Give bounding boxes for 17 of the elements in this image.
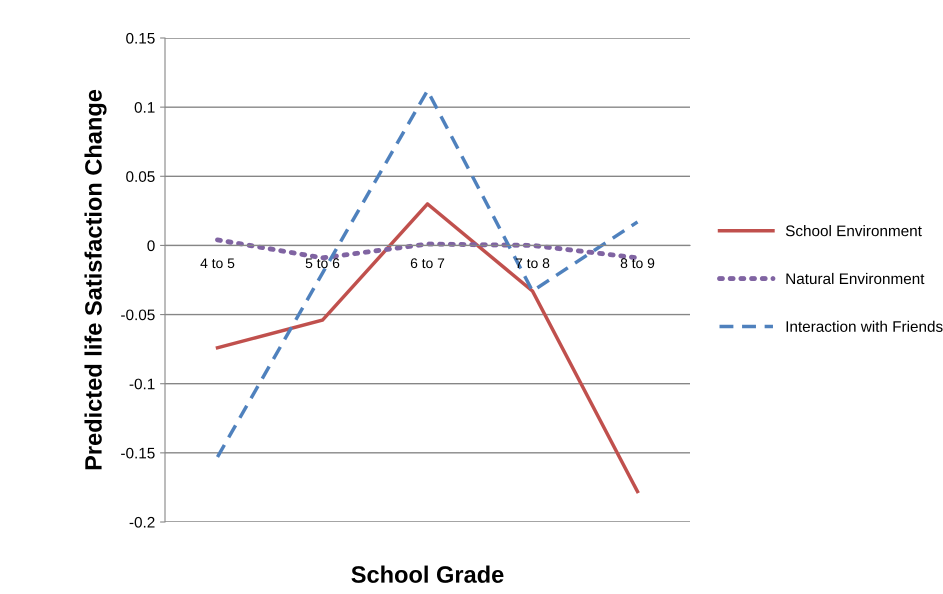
y-tick-label: 0 (147, 240, 155, 252)
y-tick-label: -0.05 (121, 309, 155, 320)
y-axis-title: Predicted life Satisfaction Change (84, 90, 107, 470)
legend-label: Natural Environment (786, 272, 924, 284)
y-tick-label: -0.1 (130, 378, 155, 390)
legend-label: Interaction with Friends (786, 320, 943, 332)
x-tick-label: 6 to 7 (410, 258, 444, 268)
y-tick-label: -0.15 (121, 448, 155, 459)
x-tick-label: 5 to 6 (306, 258, 340, 268)
y-tick-label: 0.15 (126, 32, 155, 44)
y-tick-label: 0.05 (126, 171, 155, 182)
y-tick-label: 0.1 (134, 102, 155, 113)
x-tick-label: 4 to 5 (200, 258, 234, 268)
y-tick-label: -0.2 (130, 516, 155, 528)
legend-label: School Environment (786, 225, 922, 236)
x-tick-label: 8 to 9 (620, 258, 654, 268)
x-axis-title: School Grade (351, 566, 504, 583)
